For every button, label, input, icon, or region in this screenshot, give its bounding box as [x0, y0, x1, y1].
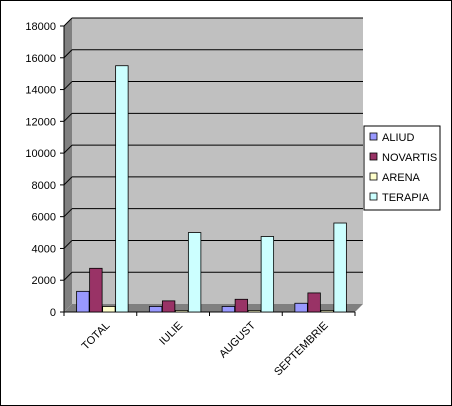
y-tick-label: 16000 — [25, 53, 56, 65]
legend-swatch-terapia — [369, 192, 378, 201]
x-tick-label: AUGUST — [217, 319, 258, 360]
bar-novartis-septembrie — [307, 292, 321, 313]
gridline-diagonal — [63, 271, 73, 281]
x-tick-label: TOTAL — [80, 320, 113, 353]
bar-aliud-total — [76, 290, 90, 313]
y-tick-label: 6000 — [32, 212, 56, 224]
bar-terapia-septembrie — [333, 222, 347, 313]
y-tick-label: 18000 — [25, 21, 56, 33]
legend-label-terapia: TERAPIA — [382, 192, 430, 204]
legend-swatch-arena — [369, 172, 378, 181]
bar-novartis-august — [234, 298, 249, 313]
bars — [76, 65, 347, 313]
y-tick-label: 8000 — [32, 180, 56, 192]
x-tick-label: IULIE — [157, 320, 185, 348]
legend: ALIUD NOVARTIS ARENA TERAPIA — [363, 125, 441, 211]
bar-arena-total — [102, 306, 116, 313]
bar-arena-august — [247, 310, 262, 313]
bar-arena-septembrie — [320, 310, 334, 313]
y-tick-label: 12000 — [25, 116, 56, 128]
x-tick-label: SEPTEMBRIE — [272, 320, 331, 379]
gridline-diagonal — [63, 112, 73, 122]
bar-novartis-total — [89, 267, 103, 313]
legend-swatch-aliud — [369, 132, 378, 141]
y-tick-label: 10000 — [25, 148, 56, 160]
gridline-diagonal — [63, 240, 73, 249]
bar-aliud-august — [221, 306, 236, 313]
y-tick-label: 0 — [50, 307, 56, 319]
legend-label-novartis: NOVARTIS — [382, 152, 437, 164]
side-wall — [64, 18, 72, 312]
y-tick-label: 2000 — [32, 275, 56, 287]
gridline-diagonal — [63, 176, 73, 186]
plot-area — [64, 18, 363, 312]
legend-label-arena: ARENA — [382, 172, 421, 184]
legend-swatch-novartis — [369, 152, 378, 161]
legend-label-aliud: ALIUD — [382, 132, 414, 144]
gridline-diagonal — [63, 49, 73, 59]
y-tick-label: 14000 — [25, 85, 56, 97]
gridline-diagonal — [63, 144, 73, 154]
bar-terapia-iulie — [187, 232, 202, 313]
gridline-diagonal — [63, 208, 73, 218]
bar-arena-iulie — [174, 310, 189, 313]
bar-aliud-iulie — [148, 306, 163, 313]
y-tick-label: 4000 — [32, 243, 56, 255]
gridline-diagonal — [63, 17, 73, 27]
gridline-diagonal — [63, 81, 73, 90]
bar-novartis-iulie — [161, 300, 176, 313]
bar-aliud-septembrie — [294, 302, 308, 313]
axes — [60, 17, 363, 316]
floor — [64, 304, 363, 312]
bar-terapia-august — [260, 236, 275, 313]
bar-terapia-total — [115, 65, 129, 313]
